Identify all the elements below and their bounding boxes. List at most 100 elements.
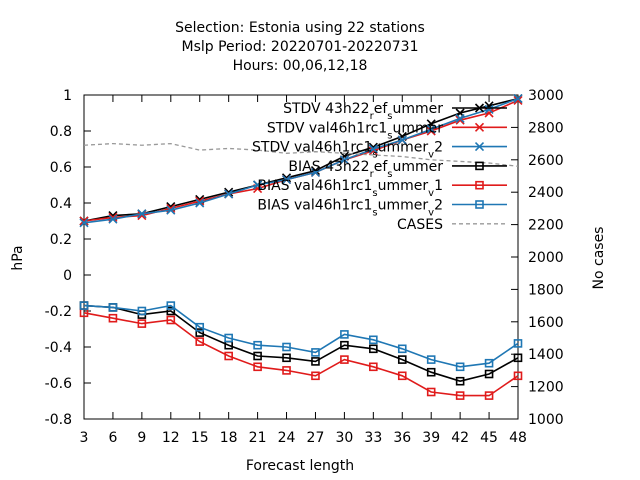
x-axis-label: Forecast length bbox=[246, 458, 354, 474]
data-point-stroke-b bbox=[397, 131, 407, 141]
data-point bbox=[253, 351, 262, 361]
data-point-stroke-b bbox=[484, 108, 494, 118]
x-tick-label: 9 bbox=[137, 430, 146, 446]
y2-tick-label: 1600 bbox=[528, 315, 564, 331]
data-point bbox=[108, 303, 118, 312]
data-point bbox=[426, 387, 436, 397]
data-point bbox=[253, 180, 263, 190]
data-point bbox=[166, 315, 176, 325]
data-point bbox=[137, 319, 147, 328]
legend-label-part: ummer bbox=[392, 120, 443, 136]
title-line: Selection: Estonia using 22 stations bbox=[175, 20, 425, 36]
data-point bbox=[137, 209, 147, 219]
data-point-stroke-b bbox=[281, 175, 292, 185]
legend-label: BIAS 43h22refsummer bbox=[288, 159, 443, 180]
data-point bbox=[513, 339, 523, 348]
y-tick-label: -0.8 bbox=[45, 412, 72, 428]
legend-label-base: BIAS val46h1rc1 bbox=[257, 198, 372, 214]
series-line bbox=[83, 304, 519, 368]
legend-label-part: ummer bbox=[378, 178, 429, 194]
x-tick-label: 24 bbox=[278, 430, 296, 446]
data-point bbox=[455, 113, 465, 123]
data-point-stroke-b bbox=[253, 180, 263, 190]
data-point bbox=[484, 104, 494, 114]
data-point bbox=[108, 313, 118, 323]
legend-entry: BIAS val46h1rc1summerv2 bbox=[257, 198, 507, 218]
legend-label-part: s bbox=[372, 188, 377, 199]
data-point bbox=[455, 376, 465, 386]
legend-label-part: s bbox=[372, 207, 377, 218]
legend-marker bbox=[475, 200, 484, 209]
legend-label-part: s bbox=[387, 130, 392, 141]
legend-marker-stroke-b bbox=[474, 122, 485, 132]
data-point bbox=[340, 330, 349, 339]
series-line bbox=[83, 142, 519, 167]
y2-tick-label: 2400 bbox=[528, 185, 564, 201]
data-point bbox=[282, 366, 291, 375]
data-point-stroke-b bbox=[79, 216, 89, 226]
data-point bbox=[397, 355, 407, 364]
data-point bbox=[397, 371, 407, 381]
legend-label-part: r bbox=[370, 168, 375, 179]
data-point bbox=[340, 340, 349, 350]
data-point bbox=[369, 335, 378, 345]
legend-entry: CASES bbox=[397, 217, 507, 233]
legend-label: STDV val46h1rc1summerv2 bbox=[252, 140, 443, 161]
legend-marker bbox=[475, 161, 484, 171]
series-line bbox=[83, 304, 519, 383]
x-tick-label: 48 bbox=[509, 430, 527, 446]
series-line bbox=[83, 312, 519, 397]
data-point bbox=[310, 167, 321, 177]
x-tick-label: 30 bbox=[335, 430, 353, 446]
legend-label-part: ef bbox=[374, 159, 389, 175]
y2-tick-label: 1200 bbox=[528, 380, 564, 396]
legend-marker-stroke-b bbox=[474, 103, 485, 113]
data-point bbox=[513, 353, 523, 363]
x-tick-label: 42 bbox=[451, 430, 469, 446]
data-point bbox=[369, 362, 378, 372]
y-tick-label: 0 bbox=[63, 268, 72, 284]
legend-marker bbox=[474, 142, 485, 152]
y2-tick-label: 2200 bbox=[528, 218, 564, 234]
series-layer bbox=[79, 94, 523, 400]
data-point-stroke-b bbox=[484, 104, 494, 114]
legend-marker bbox=[474, 103, 485, 113]
data-point-stroke-b bbox=[455, 113, 465, 123]
series-6 bbox=[83, 142, 519, 167]
legend-label-part: ummer bbox=[392, 101, 443, 117]
legend-label-part: 2 bbox=[434, 140, 443, 156]
legend-label-base: STDV 43h22 bbox=[283, 101, 370, 117]
y-tick-label: 0.2 bbox=[50, 232, 72, 248]
y-tick-label: -0.2 bbox=[45, 304, 72, 320]
x-tick-label: 6 bbox=[108, 430, 117, 446]
legend-label-part: v bbox=[428, 188, 434, 199]
data-point bbox=[79, 218, 89, 228]
data-point bbox=[339, 155, 349, 165]
legend-entry: STDV val46h1rc1summer bbox=[267, 120, 507, 141]
data-point bbox=[484, 358, 494, 368]
legend-marker bbox=[474, 122, 485, 132]
data-point bbox=[108, 214, 118, 224]
series-2 bbox=[79, 94, 523, 228]
title-line: Hours: 00,06,12,18 bbox=[233, 58, 368, 74]
legend-label-part: 1 bbox=[434, 178, 443, 194]
data-point-stroke-b bbox=[339, 151, 349, 161]
legend-label-part: ef bbox=[374, 101, 389, 117]
legend-entry: STDV val46h1rc1summerv2 bbox=[252, 140, 507, 161]
series-5 bbox=[79, 301, 523, 372]
data-point bbox=[137, 306, 147, 316]
data-point bbox=[484, 369, 494, 379]
y-tick-label: 0.4 bbox=[50, 196, 72, 212]
data-point-stroke-b bbox=[513, 94, 523, 104]
legend-label-part: v bbox=[428, 207, 434, 218]
y2-tick-label: 2800 bbox=[528, 120, 564, 136]
axes: -0.8-0.6-0.4-0.200.20.40.60.811000120014… bbox=[45, 88, 564, 446]
x-tick-label: 33 bbox=[364, 430, 382, 446]
chart-title: Selection: Estonia using 22 stations Mslp… bbox=[175, 20, 425, 74]
legend-label-base: CASES bbox=[397, 217, 443, 233]
data-point-stroke-b bbox=[108, 214, 118, 224]
data-point-stroke-b bbox=[224, 189, 234, 199]
x-tick-label: 21 bbox=[249, 430, 267, 446]
data-point bbox=[253, 362, 262, 372]
